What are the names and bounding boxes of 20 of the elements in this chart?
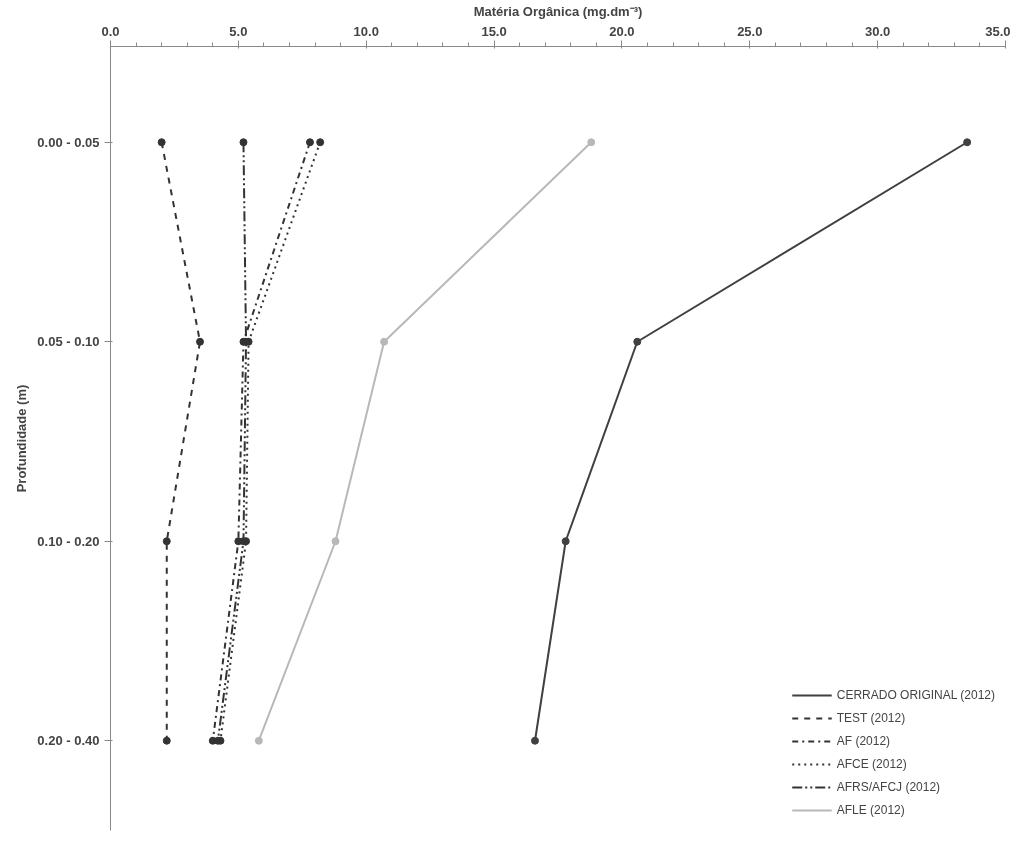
legend-label: AFLE (2012) xyxy=(836,803,905,817)
y-axis-title: Profundidade (m) xyxy=(14,384,30,493)
legend-label: AF (2012) xyxy=(836,734,891,748)
x-tick-label: 0.0 xyxy=(101,23,120,39)
legend-label: TEST (2012) xyxy=(836,711,906,725)
y-tick-label: 0.05 - 0.10 xyxy=(37,334,100,350)
x-tick-label: 15.0 xyxy=(481,23,507,39)
legend-label: AFCE (2012) xyxy=(836,757,907,771)
x-tick-label: 10.0 xyxy=(353,23,379,39)
x-tick-label: 25.0 xyxy=(737,23,763,39)
legend-label: CERRADO ORIGINAL (2012) xyxy=(836,688,995,702)
y-tick-label: 0.20 - 0.40 xyxy=(37,733,100,749)
x-tick-label: 30.0 xyxy=(864,23,891,39)
x-tick-label: 35.0 xyxy=(985,23,1011,39)
y-tick-label: 0.10 - 0.20 xyxy=(37,533,100,549)
legend-label: AFRS/AFCJ (2012) xyxy=(836,780,941,794)
x-axis-title: Matéria Orgânica (mg.dm⁻³) xyxy=(473,3,643,19)
y-tick-label: 0.00 - 0.05 xyxy=(37,134,100,150)
x-tick-label: 5.0 xyxy=(229,23,248,39)
x-tick-label: 20.0 xyxy=(609,23,635,39)
